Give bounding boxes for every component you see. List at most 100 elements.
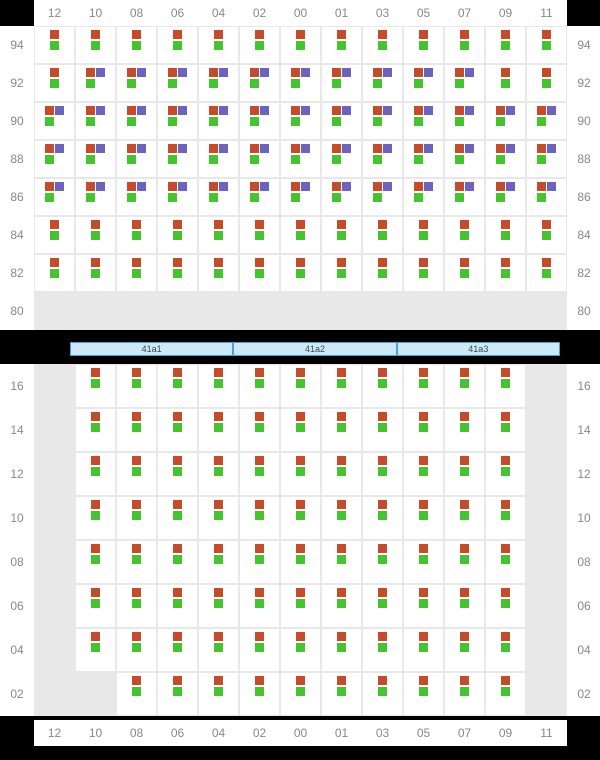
grid-cell[interactable] — [198, 254, 239, 292]
grid-cell[interactable] — [198, 672, 239, 716]
grid-cell[interactable] — [444, 540, 485, 584]
grid-cell[interactable] — [444, 364, 485, 408]
grid-cell[interactable] — [444, 408, 485, 452]
grid-cell[interactable] — [485, 364, 526, 408]
grid-cell[interactable] — [116, 584, 157, 628]
grid-cell[interactable] — [280, 254, 321, 292]
grid-cell[interactable] — [485, 408, 526, 452]
grid-cell[interactable] — [403, 178, 444, 216]
grid-cell[interactable] — [403, 628, 444, 672]
grid-cell[interactable] — [321, 102, 362, 140]
grid-cell[interactable] — [403, 496, 444, 540]
grid-cell[interactable] — [198, 628, 239, 672]
grid-cell[interactable] — [362, 584, 403, 628]
grid-cell[interactable] — [444, 628, 485, 672]
grid-cell[interactable] — [362, 452, 403, 496]
grid-cell[interactable] — [280, 584, 321, 628]
grid-cell[interactable] — [403, 540, 444, 584]
grid-cell[interactable] — [75, 364, 116, 408]
grid-cell[interactable] — [157, 672, 198, 716]
grid-cell[interactable] — [485, 64, 526, 102]
grid-cell[interactable] — [34, 672, 75, 716]
grid-cell[interactable] — [239, 584, 280, 628]
grid-cell[interactable] — [239, 102, 280, 140]
grid-cell[interactable] — [75, 540, 116, 584]
grid-cell[interactable] — [198, 102, 239, 140]
grid-cell[interactable] — [526, 408, 567, 452]
grid-cell[interactable] — [444, 26, 485, 64]
grid-cell[interactable] — [321, 64, 362, 102]
grid-cell[interactable] — [239, 64, 280, 102]
grid-cell[interactable] — [239, 140, 280, 178]
grid-cell[interactable] — [403, 364, 444, 408]
grid-cell[interactable] — [526, 64, 567, 102]
grid-cell[interactable] — [362, 64, 403, 102]
grid-cell[interactable] — [526, 140, 567, 178]
grid-cell[interactable] — [198, 452, 239, 496]
grid-cell[interactable] — [444, 140, 485, 178]
grid-cell[interactable] — [526, 496, 567, 540]
grid-cell[interactable] — [75, 584, 116, 628]
grid-cell[interactable] — [321, 178, 362, 216]
grid-cell[interactable] — [403, 408, 444, 452]
grid-cell[interactable] — [444, 178, 485, 216]
grid-cell[interactable] — [116, 26, 157, 64]
grid-cell[interactable] — [485, 452, 526, 496]
grid-cell[interactable] — [280, 408, 321, 452]
bar-segment[interactable]: 41a1 — [70, 342, 233, 356]
grid-cell[interactable] — [403, 292, 444, 330]
grid-cell[interactable] — [403, 102, 444, 140]
grid-cell[interactable] — [34, 584, 75, 628]
grid-cell[interactable] — [157, 140, 198, 178]
grid-cell[interactable] — [321, 452, 362, 496]
grid-cell[interactable] — [198, 26, 239, 64]
grid-cell[interactable] — [116, 408, 157, 452]
grid-cell[interactable] — [198, 364, 239, 408]
grid-cell[interactable] — [280, 496, 321, 540]
grid-cell[interactable] — [485, 292, 526, 330]
grid-cell[interactable] — [485, 254, 526, 292]
grid-cell[interactable] — [239, 216, 280, 254]
grid-cell[interactable] — [444, 254, 485, 292]
grid-cell[interactable] — [485, 178, 526, 216]
grid-cell[interactable] — [526, 540, 567, 584]
grid-cell[interactable] — [485, 672, 526, 716]
grid-cell[interactable] — [239, 254, 280, 292]
grid-cell[interactable] — [321, 628, 362, 672]
grid-cell[interactable] — [239, 496, 280, 540]
grid-cell[interactable] — [75, 452, 116, 496]
grid-cell[interactable] — [157, 216, 198, 254]
grid-cell[interactable] — [444, 452, 485, 496]
grid-cell[interactable] — [75, 672, 116, 716]
grid-cell[interactable] — [280, 452, 321, 496]
grid-cell[interactable] — [157, 496, 198, 540]
grid-cell[interactable] — [116, 496, 157, 540]
grid-cell[interactable] — [321, 584, 362, 628]
grid-cell[interactable] — [34, 216, 75, 254]
grid-cell[interactable] — [75, 292, 116, 330]
grid-cell[interactable] — [34, 496, 75, 540]
grid-cell[interactable] — [280, 628, 321, 672]
grid-cell[interactable] — [157, 540, 198, 584]
grid-cell[interactable] — [444, 216, 485, 254]
grid-cell[interactable] — [116, 216, 157, 254]
grid-cell[interactable] — [362, 26, 403, 64]
grid-cell[interactable] — [362, 364, 403, 408]
grid-cell[interactable] — [239, 408, 280, 452]
grid-cell[interactable] — [321, 672, 362, 716]
grid-cell[interactable] — [362, 102, 403, 140]
grid-cell[interactable] — [362, 408, 403, 452]
grid-cell[interactable] — [239, 540, 280, 584]
grid-cell[interactable] — [485, 216, 526, 254]
grid-cell[interactable] — [157, 292, 198, 330]
grid-cell[interactable] — [444, 102, 485, 140]
grid-cell[interactable] — [157, 364, 198, 408]
grid-cell[interactable] — [321, 364, 362, 408]
grid-cell[interactable] — [485, 584, 526, 628]
grid-cell[interactable] — [116, 364, 157, 408]
grid-cell[interactable] — [157, 26, 198, 64]
grid-cell[interactable] — [362, 216, 403, 254]
grid-cell[interactable] — [362, 178, 403, 216]
grid-cell[interactable] — [526, 178, 567, 216]
grid-cell[interactable] — [403, 672, 444, 716]
